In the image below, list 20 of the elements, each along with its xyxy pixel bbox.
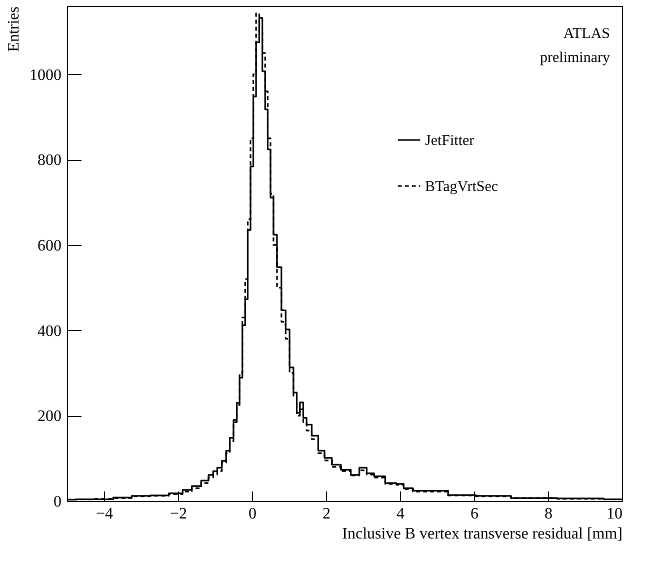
x-tick-label: −2 [170,506,188,522]
y-axis-title: Entries [6,6,22,52]
annotation: ATLAS [563,26,610,42]
x-tick-label: 2 [322,506,330,522]
x-tick-label: −4 [96,506,114,522]
annotation: preliminary [540,50,610,66]
x-tick-label: 0 [248,506,256,522]
legend-label: JetFitter [425,133,474,149]
y-tick-label: 0 [54,494,62,510]
y-tick-label: 400 [38,322,62,340]
y-tick-label: 200 [38,408,62,426]
x-tick-label: 10 [606,506,622,522]
x-tick-label: 8 [544,506,552,522]
x-tick-label: 6 [470,506,478,522]
y-tick-label: 800 [38,152,62,170]
y-tick-label: 1000 [30,66,62,84]
x-tick-label: 4 [396,506,404,522]
x-axis-title: Inclusive B vertex transverse residual [mm] [342,526,622,542]
legend-label: BTagVrtSec [425,179,498,195]
y-tick-label: 600 [38,237,62,254]
